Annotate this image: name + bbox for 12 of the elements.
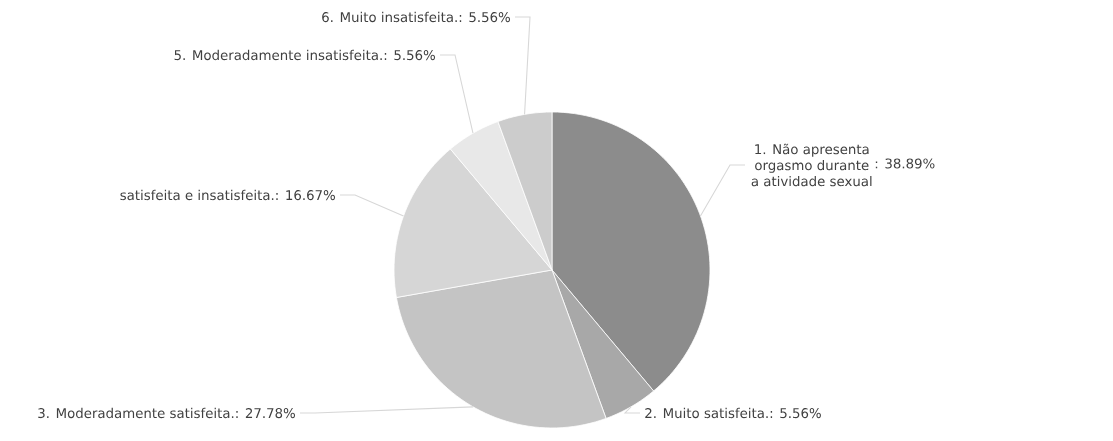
slice-label: 5. Moderadamente insatisfeita. [174,49,382,61]
data-label: : 5.56% [384,50,435,61]
data-label: : 27.78% [236,408,295,419]
data-label: : 16.67% [276,190,335,201]
data-label: : 5.56% [770,408,821,419]
slice-label: 2. Muito satisfeita. [645,407,768,419]
slice-label: 3. Moderadamente satisfeita. [38,407,234,419]
data-label: : 5.56% [459,12,510,23]
slice-label: 1. Não apresenta orgasmo durante a atividade sexual [751,143,872,187]
data-label: : 38.89% [875,158,935,169]
slice-label: 6. Muito insatisfeita. [322,11,457,23]
slice-label: satisfeita e insatisfeita. [120,189,274,201]
